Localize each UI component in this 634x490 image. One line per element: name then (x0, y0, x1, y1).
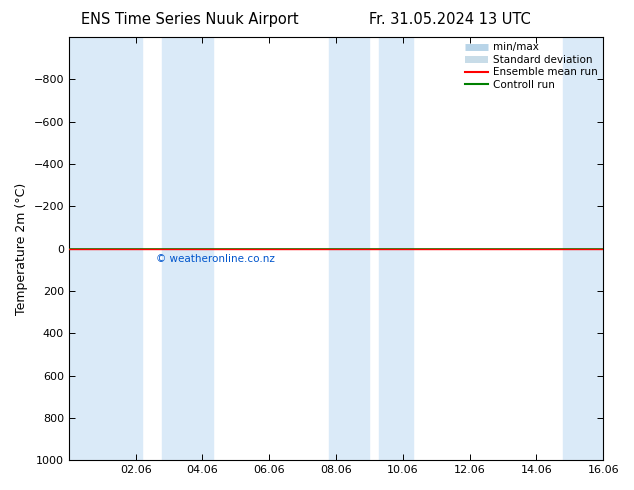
Bar (330, 37, 370, 460)
Y-axis label: Temperature 2m (°C): Temperature 2m (°C) (15, 182, 28, 315)
Bar (380, 37, 413, 460)
Bar (69, 37, 143, 460)
Bar (563, 37, 603, 460)
Text: © weatheronline.co.nz: © weatheronline.co.nz (156, 254, 275, 264)
Bar (162, 37, 212, 460)
Text: Fr. 31.05.2024 13 UTC: Fr. 31.05.2024 13 UTC (369, 12, 531, 27)
Legend: min/max, Standard deviation, Ensemble mean run, Controll run: min/max, Standard deviation, Ensemble me… (462, 39, 601, 93)
Text: ENS Time Series Nuuk Airport: ENS Time Series Nuuk Airport (81, 12, 299, 27)
